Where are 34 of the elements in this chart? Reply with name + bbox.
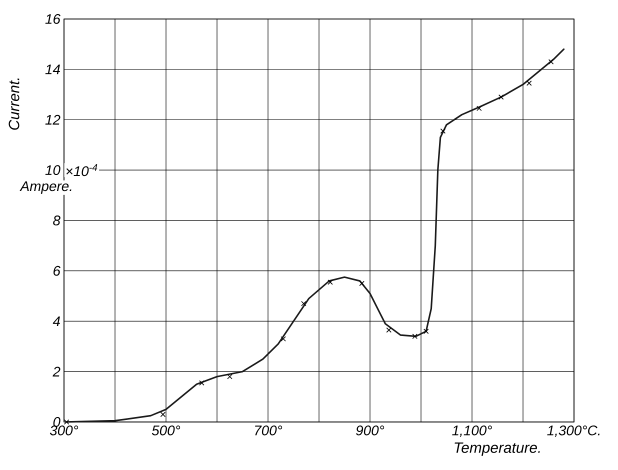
annotation: ×10$^{-4}$ — [66, 164, 98, 176]
point — [199, 380, 204, 386]
point — [476, 106, 482, 112]
y-tick-label: 12 — [45, 114, 60, 125]
point — [280, 336, 286, 342]
point — [359, 280, 364, 286]
point — [160, 412, 166, 418]
point — [227, 374, 232, 380]
point — [386, 327, 392, 333]
x-tick-label: 300° — [50, 425, 78, 436]
point — [526, 80, 532, 86]
point — [423, 328, 429, 334]
x-tick-label: 900° — [356, 425, 384, 436]
y-tick-label: 6 — [54, 266, 60, 276]
y-tick-label: 10 — [45, 165, 60, 176]
y-tick-label: 0 — [53, 417, 60, 427]
x-tick-label: 1,300°C. — [547, 425, 600, 438]
y-tick-label: 14 — [45, 64, 60, 74]
y-tick-label: 2 — [52, 366, 60, 376]
x-tick-label: 1,100° — [452, 425, 492, 438]
point — [301, 300, 306, 306]
y-axis-title: Current. — [8, 78, 20, 130]
point — [440, 128, 446, 134]
point — [412, 334, 418, 339]
point — [548, 59, 554, 64]
point — [328, 280, 333, 285]
x-axis-title: Temperature. — [454, 442, 540, 456]
annotation: Ampere. — [20, 181, 72, 194]
y-tick-label: 16 — [45, 14, 60, 24]
x-tick-label: 700° — [255, 425, 282, 436]
point — [498, 94, 504, 100]
y-tick-label: 8 — [53, 216, 60, 226]
x-tick-label: 500° — [152, 425, 180, 436]
y-tick-label: 4 — [52, 316, 60, 326]
